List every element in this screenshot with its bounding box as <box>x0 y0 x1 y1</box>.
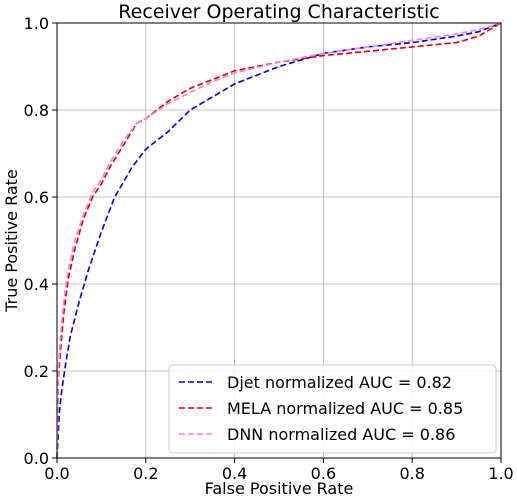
y-tick-label: 0.0 <box>24 449 49 468</box>
x-tick-label: 0.2 <box>133 464 158 483</box>
legend-entry: DNN normalized AUC = 0.86 <box>227 425 455 444</box>
y-tick-label: 0.8 <box>24 101 49 120</box>
x-axis-label: False Positive Rate <box>205 479 354 497</box>
y-axis-label: True Positive Rate <box>2 169 21 313</box>
x-tick-label: 0.6 <box>311 464 336 483</box>
x-tick-label: 0.0 <box>44 464 69 483</box>
legend-box <box>168 364 497 454</box>
roc-curve-2 <box>56 22 502 459</box>
y-tick-label: 0.2 <box>24 362 49 381</box>
legend: Djet normalized AUC = 0.82 MELA normalize… <box>168 364 497 454</box>
y-tick-label: 0.6 <box>24 188 49 207</box>
axis-ticks: 0.0 0.2 0.4 0.6 0.8 1.0 0.0 0.2 0.4 0.6 0.8 1.0 <box>24 14 514 483</box>
roc-curve-1 <box>56 22 502 459</box>
y-tick-label: 0.4 <box>24 275 49 294</box>
legend-entry: Djet normalized AUC = 0.82 <box>227 373 452 392</box>
x-tick-label: 0.4 <box>222 464 247 483</box>
x-tick-label: 0.8 <box>399 464 424 483</box>
legend-entry: MELA normalized AUC = 0.85 <box>227 399 463 418</box>
y-tick-label: 1.0 <box>24 14 49 33</box>
x-tick-label: 1.0 <box>488 464 513 483</box>
roc-curve-3 <box>56 22 502 459</box>
plot-frame <box>56 22 502 459</box>
roc-curves <box>56 22 502 459</box>
chart-title: Receiver Operating Characteristic <box>118 1 439 23</box>
